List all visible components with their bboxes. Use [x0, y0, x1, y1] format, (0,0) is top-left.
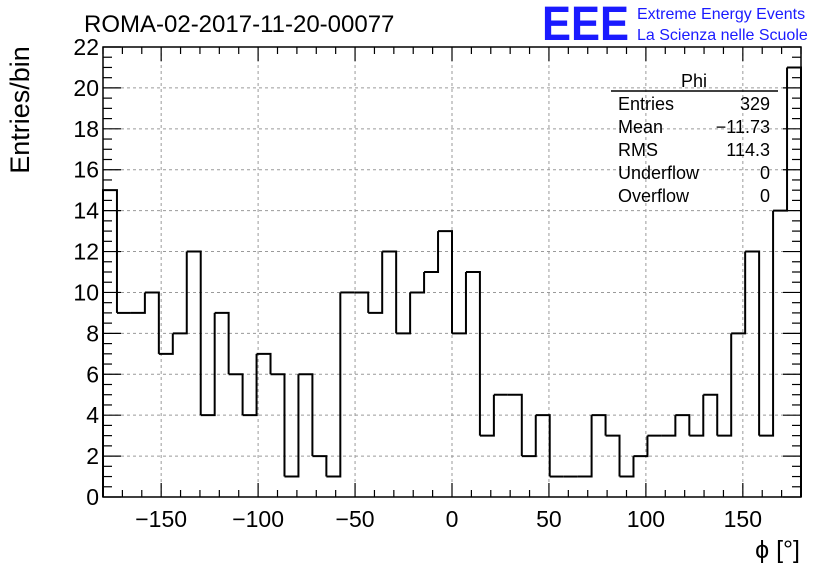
histogram-bin: [689, 394, 705, 437]
histogram-bin: [745, 250, 761, 436]
histogram-bin: [186, 250, 202, 416]
org-name: Extreme Energy Events: [637, 6, 805, 23]
histogram-bin: [591, 414, 607, 436]
y-tick-label: 12: [73, 239, 99, 265]
histogram-bin: [535, 414, 551, 477]
histogram-bin: [200, 312, 216, 417]
histogram-bin: [214, 311, 230, 375]
eee-logo-text: EEE: [542, 0, 629, 51]
histogram-bin: [759, 210, 775, 437]
histogram-bin: [270, 373, 286, 477]
histogram-bin: [242, 353, 258, 417]
histogram-bin: [368, 251, 384, 314]
stats-row-value: 0: [760, 186, 770, 206]
x-tick-label: 0: [446, 506, 459, 532]
y-tick-label: 18: [73, 116, 99, 142]
chart-title: ROMA-02-2017-11-20-00077: [84, 11, 394, 38]
y-tick-label: 2: [86, 443, 99, 469]
histogram-bin: [731, 251, 747, 335]
histogram-bin: [633, 435, 649, 458]
histogram-bin: [675, 414, 691, 436]
histogram-bin: [158, 333, 174, 355]
y-tick-label: 8: [86, 320, 99, 346]
y-tick-label: 16: [73, 157, 99, 183]
stats-row-label: Mean: [618, 117, 663, 137]
histogram-bin: [521, 415, 537, 458]
histogram-bin: [312, 455, 328, 477]
histogram-bin: [326, 292, 342, 478]
histogram-bin: [619, 456, 635, 478]
stats-row-label: RMS: [618, 140, 658, 160]
histogram-bin: [577, 415, 593, 478]
x-tick-label: 150: [724, 506, 762, 532]
stats-row-label: Entries: [618, 94, 674, 114]
y-tick-label: 0: [86, 484, 99, 510]
stats-row-value: −11.73: [716, 117, 770, 137]
y-tick-label: 22: [73, 34, 99, 60]
x-tick-label: 50: [536, 506, 562, 532]
histogram-bin: [130, 292, 146, 314]
y-tick-label: 14: [73, 198, 99, 224]
histogram-bin: [605, 434, 621, 477]
stats-row-value: 329: [740, 94, 770, 114]
histogram-bin: [438, 230, 453, 334]
y-tick-label: 6: [86, 361, 99, 387]
stats-rows: Entries 329 Mean −11.73 RMS 114.3 Underflow 0 Ov…: [618, 94, 770, 206]
y-tick-label: 10: [73, 279, 99, 305]
y-axis-label: Entries/bin: [5, 46, 35, 174]
y-tick-label: 20: [73, 75, 99, 101]
tick-labels: −150 −100 −50 0 50 100 150 0 2 4 6 8 10 12 14 16 18 20 22: [73, 34, 762, 532]
histogram-bin: [284, 374, 300, 478]
histogram-bin: [452, 272, 467, 335]
histogram-bin: [354, 291, 370, 313]
x-axis-label: ϕ [°]: [755, 536, 800, 564]
histogram-bin: [228, 373, 244, 416]
histogram-bin: [661, 415, 677, 437]
histogram-bin: [479, 394, 495, 437]
histogram-bin: [172, 251, 188, 335]
histogram-bin: [396, 292, 412, 335]
histogram-bin: [298, 373, 314, 457]
histogram-bin: [717, 333, 733, 437]
histogram-bin: [507, 393, 523, 457]
histogram-bin: [773, 67, 789, 212]
histogram-bin: [465, 271, 481, 436]
x-tick-label: −100: [232, 506, 284, 532]
histogram-bin: [144, 291, 160, 354]
axis-ticks: [102, 46, 802, 498]
org-subtitle: La Scienza nelle Scuole: [637, 27, 808, 44]
stats-row-value: 114.3: [726, 140, 770, 160]
stats-row-value: 0: [760, 163, 770, 183]
histogram-bin: [703, 393, 719, 436]
stats-box-name: Phi: [681, 71, 707, 91]
x-tick-label: 100: [627, 506, 665, 532]
stats-row-label: Underflow: [618, 163, 700, 183]
y-tick-label: 4: [86, 402, 99, 428]
x-tick-label: −150: [135, 506, 187, 532]
histogram-bin: [256, 352, 272, 375]
histogram-bin: [424, 231, 440, 273]
histogram-bin: [382, 250, 398, 334]
x-tick-label: −50: [336, 506, 375, 532]
histogram-bin: [410, 272, 426, 294]
stats-row-label: Overflow: [618, 186, 690, 206]
stats-box: Phi Entries 329 Mean −11.73 RMS 114.3 Underflo…: [611, 71, 778, 206]
